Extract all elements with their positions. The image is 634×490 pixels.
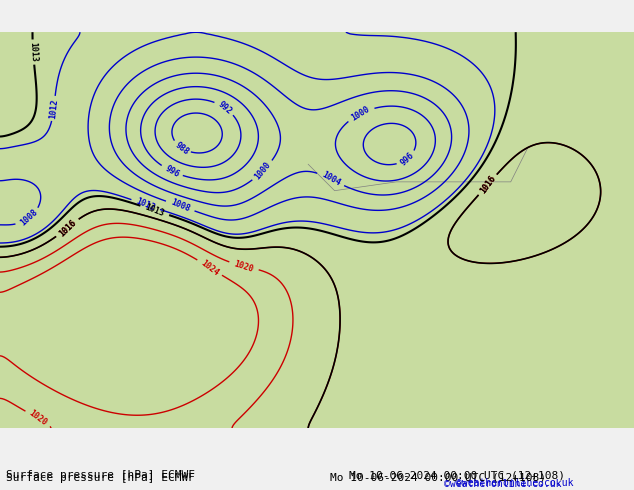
Text: Mo 10-06-2024 00:00 UTC (12+108): Mo 10-06-2024 00:00 UTC (12+108) [330, 473, 546, 483]
Text: 1004: 1004 [320, 171, 342, 188]
Text: 1020: 1020 [233, 259, 255, 273]
Text: ©weatheronline.co.uk: ©weatheronline.co.uk [444, 479, 561, 489]
Text: Mo 10-06-2024 00:00 UTC (12+108): Mo 10-06-2024 00:00 UTC (12+108) [349, 470, 565, 480]
Text: Surface pressure [hPa] ECMWF: Surface pressure [hPa] ECMWF [6, 470, 195, 480]
Text: 1008: 1008 [169, 198, 191, 214]
Text: Surface pressure [hPa] ECMWF: Surface pressure [hPa] ECMWF [6, 473, 195, 483]
Text: 1016: 1016 [57, 218, 78, 238]
Text: 1016: 1016 [478, 174, 497, 196]
Text: 1012: 1012 [134, 196, 157, 213]
Text: 1008: 1008 [18, 208, 39, 228]
Text: 1013: 1013 [28, 42, 38, 62]
Text: 1016: 1016 [57, 218, 78, 238]
Text: 1000: 1000 [349, 104, 372, 122]
Text: 1000: 1000 [253, 160, 273, 181]
Text: 992: 992 [216, 99, 233, 116]
Text: ©weatheronline.co.uk: ©weatheronline.co.uk [456, 478, 574, 488]
Text: 1016: 1016 [478, 174, 497, 196]
Text: 988: 988 [174, 140, 191, 156]
Text: 996: 996 [399, 150, 416, 167]
Text: 1024: 1024 [199, 258, 221, 277]
Text: 996: 996 [163, 164, 181, 179]
Text: 1012: 1012 [48, 98, 60, 119]
Text: 1013: 1013 [144, 202, 165, 218]
Text: 1020: 1020 [27, 409, 49, 428]
